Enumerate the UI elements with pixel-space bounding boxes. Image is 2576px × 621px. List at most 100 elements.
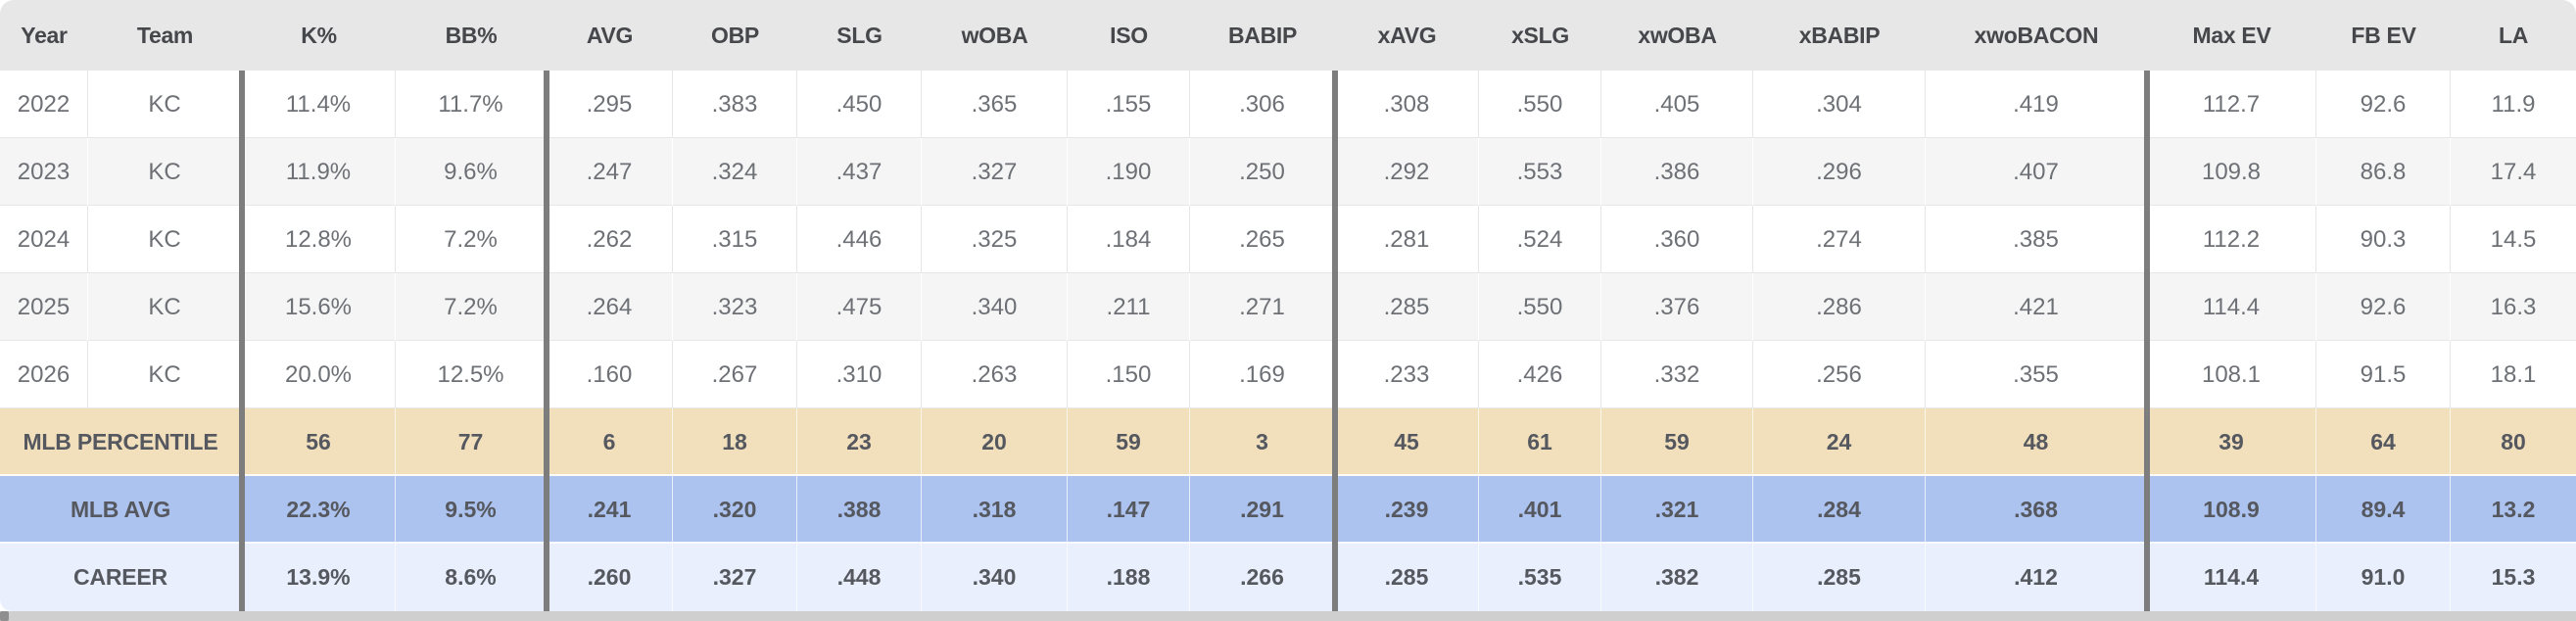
cell-year: 2023: [0, 138, 88, 206]
cell-woba: .318: [922, 476, 1068, 544]
cell-bb-pct: 9.5%: [396, 476, 547, 544]
cell-year: 2025: [0, 273, 88, 341]
table-row-mlb-percentile: MLB PERCENTILE 56 77 6 18 23 20 59 3 45 61 59 24 48 39…: [0, 408, 2576, 476]
cell-k-pct: 22.3%: [242, 476, 396, 544]
cell-xslg: .426: [1479, 341, 1601, 408]
cell-obp: .320: [673, 476, 797, 544]
cell-slg: .388: [797, 476, 922, 544]
column-header-team: Team: [136, 22, 194, 48]
table-row-mlb-avg: MLB AVG 22.3% 9.5% .241.320.388.318.147.291…: [0, 476, 2576, 544]
cell-xbabip: .304: [1753, 71, 1926, 138]
cell-xbabip: .285: [1753, 544, 1926, 611]
cell-year: 2024: [0, 206, 88, 273]
cell-avg: .241: [547, 476, 673, 544]
cell-xwobacon: .368: [1926, 476, 2147, 544]
cell-avg: .264: [547, 273, 673, 341]
cell-iso: 59: [1068, 408, 1190, 476]
cell-la: 13.2: [2491, 497, 2536, 522]
cell-bb-pct: 7.2%: [396, 206, 547, 273]
cell-slg: 23: [797, 408, 922, 476]
cell-la: 80: [2501, 429, 2526, 454]
cell-iso: .188: [1068, 544, 1190, 611]
cell-slg: .437: [797, 138, 922, 206]
cell-year: 2026: [0, 341, 88, 408]
cell-xbabip: .274: [1753, 206, 1926, 273]
column-header-fb-ev: FB EV: [2351, 22, 2416, 48]
cell-xavg: 45: [1335, 408, 1479, 476]
cell-bb-pct: 11.7%: [396, 71, 547, 138]
cell-babip: .250: [1190, 138, 1335, 206]
cell-xwoba: .360: [1601, 206, 1753, 273]
column-header-la: LA: [2498, 22, 2529, 48]
cell-k-pct: 11.9%: [242, 138, 396, 206]
table-row-2024: 2024 KC 12.8% 7.2% .262.315.446.325.184.265.…: [0, 206, 2576, 273]
cell-xavg: .285: [1335, 544, 1479, 611]
cell-obp: 18: [673, 408, 797, 476]
cell-xwoba: .332: [1601, 341, 1753, 408]
cell-max-ev: 108.9: [2147, 476, 2316, 544]
column-header-obp: OBP: [711, 22, 759, 48]
cell-woba: 20: [922, 408, 1068, 476]
cell-slg: .450: [797, 71, 922, 138]
cell-babip: 3: [1190, 408, 1335, 476]
cell-fb-ev: 92.6: [2316, 71, 2451, 138]
cell-k-pct: 13.9%: [242, 544, 396, 611]
cell-xslg: .553: [1479, 138, 1601, 206]
group-separator-batted-ball: [2144, 71, 2150, 611]
cell-iso: .147: [1068, 476, 1190, 544]
cell-max-ev: 114.4: [2147, 544, 2316, 611]
cell-max-ev: 109.8: [2147, 138, 2316, 206]
cell-xwobacon: .355: [1926, 341, 2147, 408]
cell-team: KC: [88, 206, 242, 273]
cell-obp: .315: [673, 206, 797, 273]
cell-la: 16.3: [2490, 293, 2537, 320]
cell-xwobacon: .385: [1926, 206, 2147, 273]
cell-fb-ev: 64: [2316, 408, 2451, 476]
cell-avg: .260: [547, 544, 673, 611]
cell-avg: .295: [547, 71, 673, 138]
cell-xwoba: 59: [1601, 408, 1753, 476]
cell-bb-pct: 8.6%: [396, 544, 547, 611]
column-header-woba: wOBA: [961, 22, 1028, 48]
cell-iso: .211: [1068, 273, 1190, 341]
cell-iso: .155: [1068, 71, 1190, 138]
cell-xslg: 61: [1479, 408, 1601, 476]
cell-bb-pct: 7.2%: [396, 273, 547, 341]
column-header-avg: AVG: [586, 22, 634, 48]
cell-obp: .327: [673, 544, 797, 611]
cell-max-ev: 39: [2147, 408, 2316, 476]
cell-xbabip: .256: [1753, 341, 1926, 408]
group-separator-expected: [1332, 71, 1338, 611]
cell-la: 18.1: [2490, 360, 2537, 388]
cell-slg: .446: [797, 206, 922, 273]
cell-year: 2022: [0, 71, 88, 138]
cell-obp: .383: [673, 71, 797, 138]
cell-xwobacon: .419: [1926, 71, 2147, 138]
cell-iso: .150: [1068, 341, 1190, 408]
cell-obp: .323: [673, 273, 797, 341]
cell-team: KC: [88, 341, 242, 408]
horizontal-scrollbar-thumb[interactable]: [0, 611, 9, 621]
cell-xslg: .524: [1479, 206, 1601, 273]
cell-woba: .340: [922, 544, 1068, 611]
cell-max-ev: 112.2: [2147, 206, 2316, 273]
cell-xwoba: .321: [1601, 476, 1753, 544]
cell-k-pct: 15.6%: [242, 273, 396, 341]
horizontal-scrollbar-track[interactable]: [0, 611, 2576, 621]
cell-max-ev: 112.7: [2147, 71, 2316, 138]
cell-xbabip: .296: [1753, 138, 1926, 206]
cell-fb-ev: 92.6: [2316, 273, 2451, 341]
cell-xavg: .292: [1335, 138, 1479, 206]
cell-avg: .247: [547, 138, 673, 206]
cell-slg: .475: [797, 273, 922, 341]
cell-xavg: .285: [1335, 273, 1479, 341]
cell-babip: .271: [1190, 273, 1335, 341]
column-header-xbabip: xBABIP: [1798, 22, 1881, 48]
cell-xavg: .239: [1335, 476, 1479, 544]
column-header-xslg: xSLG: [1511, 22, 1569, 48]
cell-fb-ev: 89.4: [2316, 476, 2451, 544]
cell-xavg: .308: [1335, 71, 1479, 138]
table-row-2025: 2025 KC 15.6% 7.2% .264.323.475.340.211.271.…: [0, 273, 2576, 341]
